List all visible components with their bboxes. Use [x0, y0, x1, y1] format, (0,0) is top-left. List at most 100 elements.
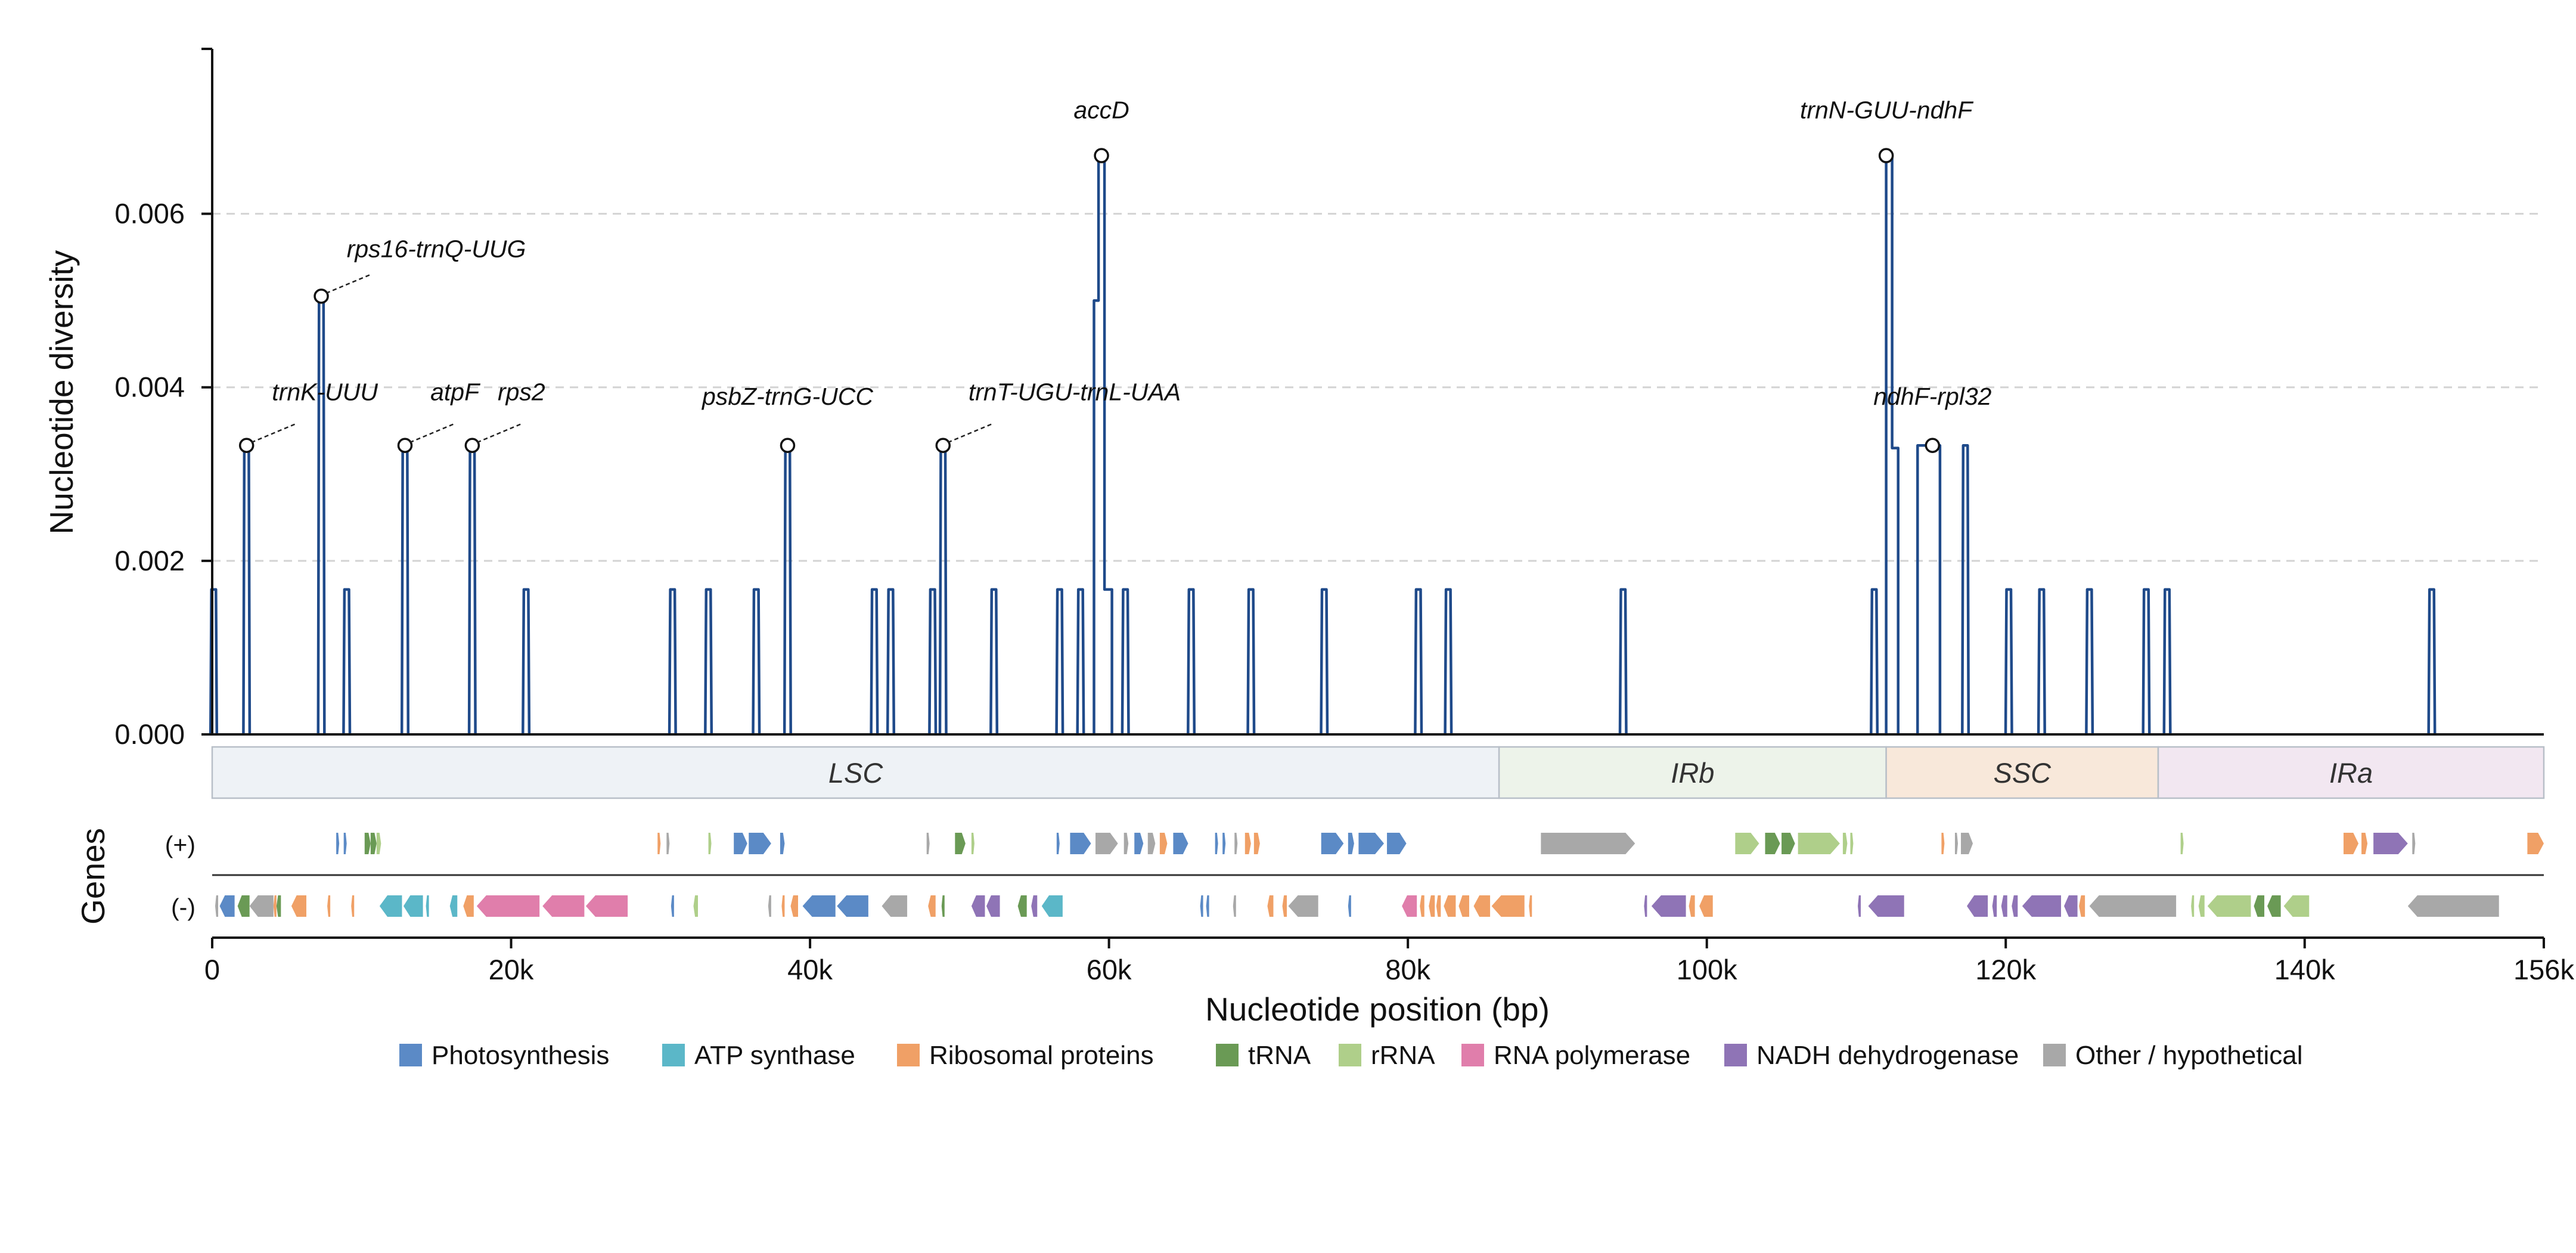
diversity-peak	[870, 588, 879, 735]
gene-minus	[1444, 895, 1456, 917]
annotation-label: rps16-trnQ-UUG	[347, 235, 526, 262]
gene-plus	[657, 833, 661, 854]
region-lsc	[211, 746, 1500, 799]
gene-tracks	[212, 833, 2544, 917]
legend-swatch-atp	[662, 1044, 685, 1066]
gene-plus	[1941, 833, 1945, 854]
gene-minus	[2191, 895, 2195, 917]
gene-plus	[926, 833, 930, 854]
gene-plus	[1234, 833, 1238, 854]
gene-plus	[734, 833, 747, 854]
gene-minus	[585, 895, 628, 917]
region-irb	[1498, 746, 1887, 799]
gene-minus	[1689, 895, 1695, 917]
gene-plus	[1134, 833, 1144, 854]
gene-plus	[1782, 833, 1795, 854]
annotation-label: rps2	[498, 379, 545, 406]
legend-swatch-trna	[1216, 1044, 1239, 1066]
gene-plus	[336, 833, 340, 854]
gene-minus	[941, 895, 945, 917]
x-axis-title: Nucleotide position (bp)	[1205, 991, 1550, 1028]
gene-plus	[2527, 833, 2544, 854]
y-tick-label: 0.006	[114, 198, 185, 229]
gene-minus	[1288, 895, 1318, 917]
gene-minus	[802, 895, 836, 917]
annotation-leader	[251, 423, 296, 443]
gene-plus	[1070, 833, 1091, 854]
gene-minus	[790, 895, 799, 917]
gene-plus	[708, 833, 712, 854]
diversity-peak	[752, 588, 761, 735]
gene-minus	[693, 895, 698, 917]
y-tick-label: 0.002	[114, 545, 185, 576]
diversity-peak	[400, 444, 410, 735]
legend-label-photo: Photosynthesis	[432, 1041, 609, 1070]
y-tick-label: 0.004	[114, 371, 185, 403]
gene-minus	[2198, 895, 2205, 917]
gene-minus	[403, 895, 423, 917]
gene-plus	[2373, 833, 2408, 854]
legend-label-ribo: Ribosomal proteins	[929, 1041, 1154, 1070]
gene-minus	[928, 895, 936, 917]
gene-minus	[1420, 895, 1424, 917]
peak-marker	[314, 289, 329, 304]
diversity-peak	[783, 444, 792, 735]
region-label: IRb	[1671, 757, 1714, 789]
x-tick-label: 100k	[1677, 954, 1737, 985]
legend: Photosynthesis ATP synthase Ribosomal prot…	[399, 1041, 2303, 1070]
legend-label-ndh: NADH dehydrogenase	[1756, 1041, 2019, 1070]
peak-annotations: trnK-UUU rps16-trnQ-UUG atpF rps2 psbZ-trnG-…	[238, 96, 1992, 454]
gene-minus	[2022, 895, 2062, 917]
gene-minus	[1017, 895, 1027, 917]
gene-plus	[1222, 833, 1226, 854]
peak-marker	[935, 438, 951, 454]
gene-plus	[780, 833, 785, 854]
diversity-peak	[1055, 588, 1064, 735]
gene-plus	[1954, 833, 1958, 854]
y-tick-label: 0.000	[114, 718, 185, 750]
region-label: LSC	[828, 757, 883, 789]
x-tick-label: 80k	[1385, 954, 1430, 985]
gene-plus	[1961, 833, 1973, 854]
diversity-peak	[1320, 588, 1329, 735]
diversity-peak	[2037, 588, 2046, 735]
gene-minus	[1041, 895, 1063, 917]
annotation-label: psbZ-trnG-UCC	[701, 383, 873, 410]
gene-plus	[749, 833, 771, 854]
gene-plus	[364, 833, 371, 854]
gene-plus	[1765, 833, 1780, 854]
gene-plus	[1095, 833, 1118, 854]
diversity-peak	[1121, 588, 1130, 735]
gene-plus	[1056, 833, 1060, 854]
gene-minus	[882, 895, 908, 917]
x-tick-label: 156k	[2513, 954, 2574, 985]
gene-plus	[2361, 833, 2368, 854]
gene-minus	[1402, 895, 1417, 917]
x-tick-label: 0	[204, 954, 220, 985]
gridlines	[212, 213, 2544, 562]
legend-swatch-ribo	[897, 1044, 920, 1066]
gene-minus	[1031, 895, 1038, 917]
legend-swatch-other	[2043, 1044, 2066, 1066]
diversity-peak	[209, 588, 219, 735]
region-ira	[2157, 746, 2545, 799]
gene-minus	[2012, 895, 2018, 917]
gene-plus	[1123, 833, 1129, 854]
diversity-peak-cluster	[1093, 154, 1113, 734]
diversity-peak	[1961, 444, 1970, 735]
gene-plus	[971, 833, 974, 854]
gene-minus	[2079, 895, 2085, 917]
gene-plus	[1159, 833, 1168, 854]
legend-label-other: Other / hypothetical	[2075, 1041, 2303, 1070]
gene-minus	[1529, 895, 1532, 917]
legend-swatch-rrna	[1339, 1044, 1361, 1066]
gene-minus	[1651, 895, 1686, 917]
gene-minus	[2064, 895, 2078, 917]
gene-plus	[1541, 833, 1635, 854]
diversity-peak	[522, 588, 531, 735]
region-ssc	[1885, 746, 2159, 799]
gene-plus	[1215, 833, 1218, 854]
gene-minus	[219, 895, 235, 917]
diversity-peak-cluster	[1916, 444, 1942, 734]
gene-plus	[1173, 833, 1188, 854]
